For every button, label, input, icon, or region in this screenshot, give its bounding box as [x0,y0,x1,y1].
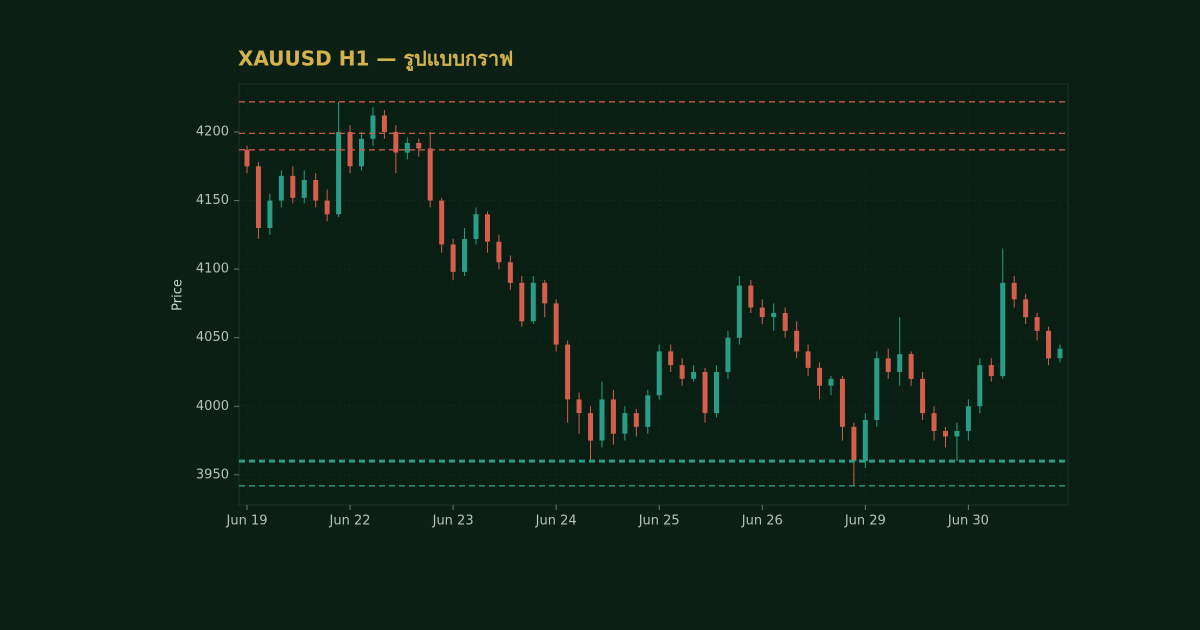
candle-body [427,148,433,201]
y-tick-label: 4200 [196,124,229,139]
candle-body [462,238,468,272]
candle-body [736,285,742,338]
candle-body [542,282,548,304]
candle-body [942,430,948,437]
x-tick-label: Jun 30 [947,514,989,529]
candle-body [313,179,319,201]
candle-body [588,413,594,441]
candle-body [1023,299,1029,318]
candle-body [381,115,387,132]
candle-body [565,344,571,400]
candle-body [507,262,513,283]
candle-body [370,115,376,139]
candle-body [301,179,307,198]
candle-body [725,337,731,372]
candle-body [805,351,811,368]
x-tick-label: Jun 29 [844,514,886,529]
candle-body [530,282,536,322]
candle-body [404,142,410,153]
candle-body [931,413,937,431]
y-tick-label: 4100 [196,262,229,277]
candle-body [393,131,399,153]
candle-body [954,430,960,437]
candle-body [244,149,250,167]
candle-body [290,175,296,198]
candle-body [645,395,651,427]
candle-body [336,131,342,215]
candle-body [679,365,685,379]
candle-body [897,354,903,372]
x-tick-label: Jun 26 [741,514,783,529]
candle-body [839,378,845,427]
candle-body [278,175,284,201]
candle-body [553,303,559,345]
candle-body [599,399,605,441]
candle-body [874,358,880,420]
candle-body [759,307,765,318]
x-tick-label: Jun 23 [432,514,474,529]
candle-body [908,354,914,379]
x-tick-label: Jun 19 [226,514,268,529]
candle-body [610,399,616,434]
y-tick-label: 4050 [196,330,229,345]
candle-body [484,214,490,242]
candle-body [828,378,834,386]
candle-body [473,214,479,239]
candle-body [255,166,261,228]
candle-body [656,351,662,396]
candle-body [691,371,697,379]
candle-body [713,371,719,414]
candle-body [416,142,422,149]
candle-body [668,351,674,366]
candle-body [1000,282,1006,377]
candle-body [1011,282,1017,300]
x-tick-label: Jun 22 [329,514,371,529]
y-axis-label: Price [171,279,186,311]
chart-title: XAUUSD H1 — รูปแบบกราฟ [238,47,513,73]
x-tick-label: Jun 24 [535,514,577,529]
candle-body [851,426,857,462]
candle-body [1057,348,1063,359]
candle-body [977,365,983,407]
candle-body [519,282,525,322]
candle-body [622,413,628,434]
candle-body [324,200,330,215]
y-tick-label: 3950 [196,467,229,482]
candle-body [633,413,639,427]
candle-body [439,200,445,245]
candle-body [771,313,777,318]
y-tick-label: 4000 [196,399,229,414]
candle-body [1046,330,1052,359]
candle-body [450,244,456,272]
candle-body [920,378,926,414]
candle-body [267,200,273,228]
candle-body [885,358,891,372]
y-tick-label: 4150 [196,193,229,208]
candle-body [794,330,800,352]
candle-body [988,365,994,377]
plot-area [238,83,1069,506]
candle-body [965,406,971,431]
candle-body [576,399,582,414]
candle-body [748,285,754,308]
candle-body [1034,317,1040,331]
candle-body [817,367,823,386]
x-tick-label: Jun 25 [638,514,680,529]
candle-body [782,313,788,331]
candle-body [496,241,502,263]
candle-body [862,419,868,462]
candle-body [702,371,708,414]
candle-body [347,131,353,167]
candle-body [359,138,365,167]
